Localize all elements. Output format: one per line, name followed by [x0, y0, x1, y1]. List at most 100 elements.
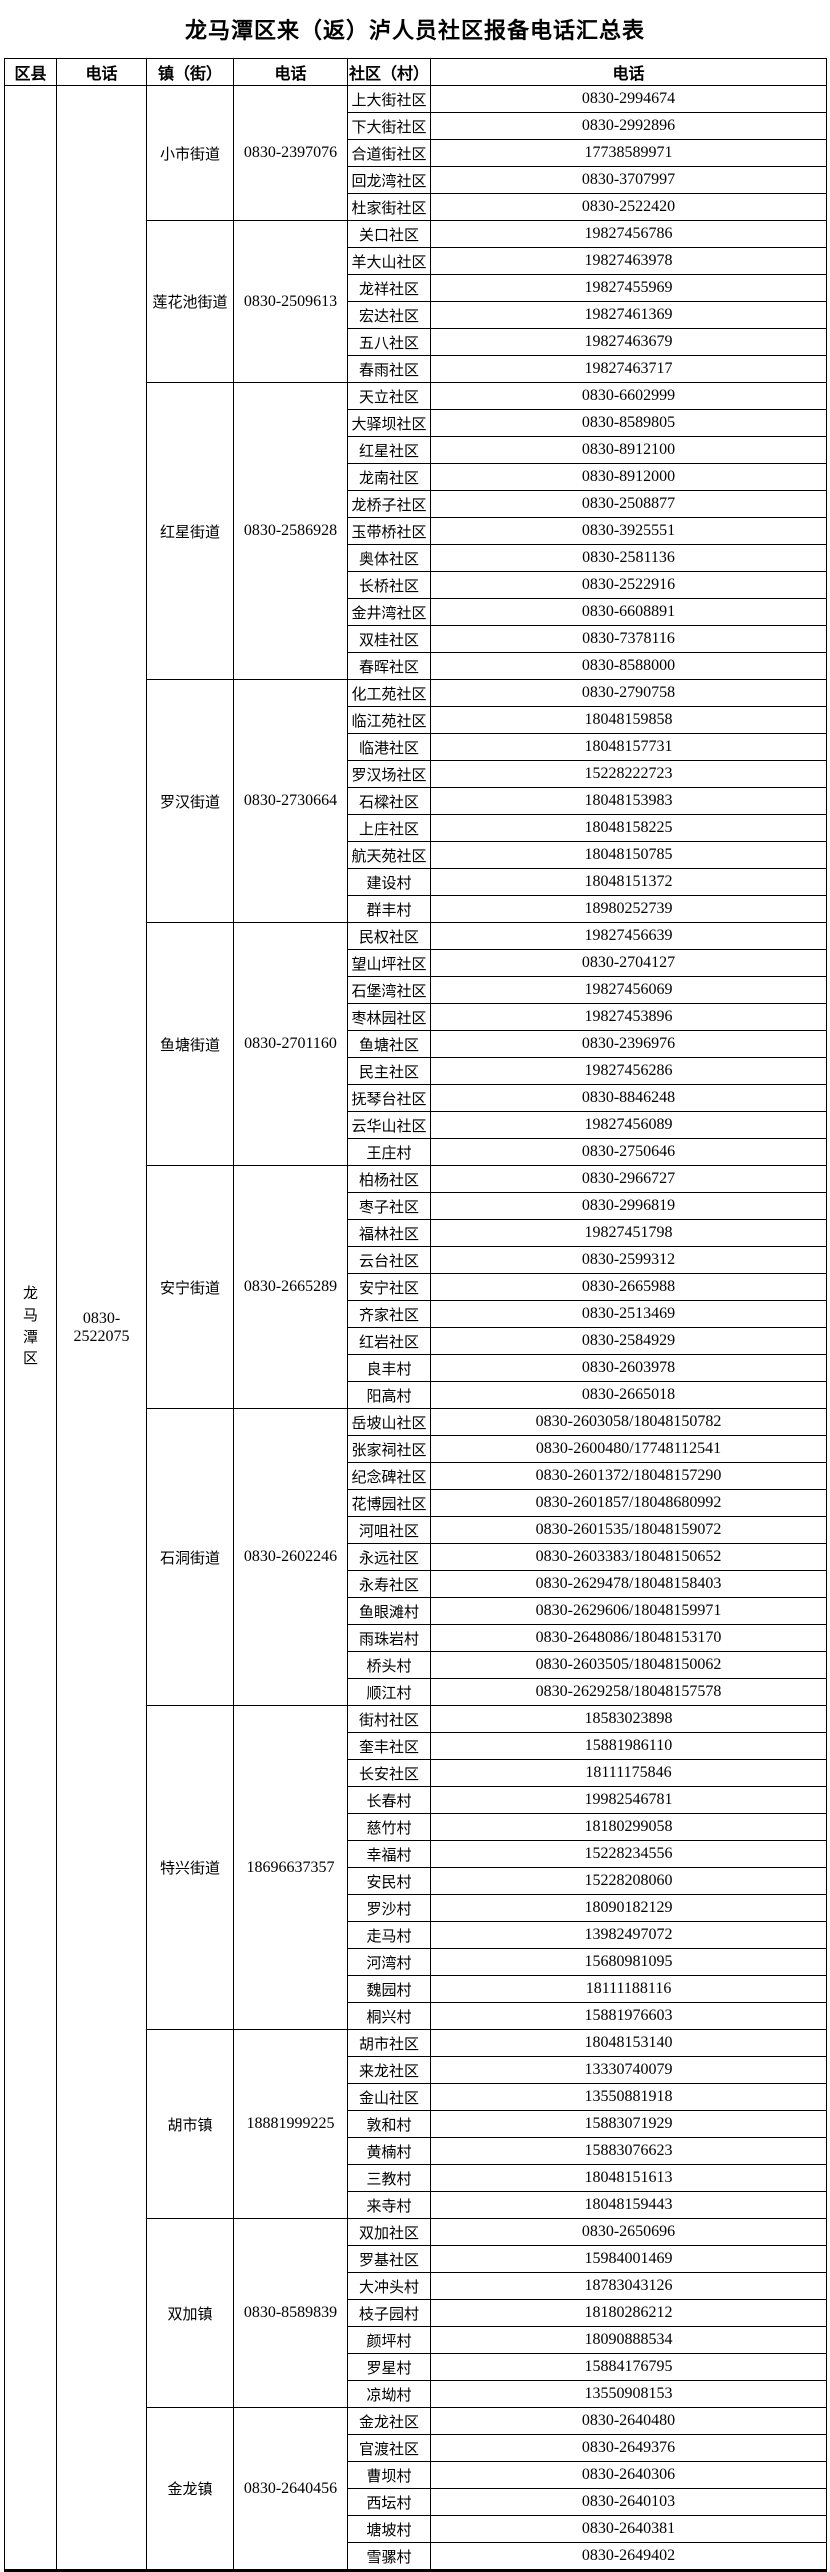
- community-phone-cell: 18090182129: [430, 1894, 827, 1922]
- table-row: 鱼眼滩村 0830-2629606/18048159971: [5, 1597, 827, 1625]
- table-row: 敦和村 15883071929: [5, 2110, 827, 2138]
- community-cell: 化工苑社区: [347, 679, 431, 707]
- table-row: 建设村 18048151372: [5, 868, 827, 896]
- community-cell: 安宁社区: [347, 1273, 431, 1301]
- town-phone-cell: 0830-2602246: [233, 1408, 348, 1706]
- community-phone-cell: 18048157731: [430, 733, 827, 761]
- community-phone-cell: 0830-8912000: [430, 463, 827, 491]
- table-row: 龙祥社区 19827455969: [5, 274, 827, 302]
- community-cell: 民主社区: [347, 1057, 431, 1085]
- table-row: 云华山社区 19827456089: [5, 1111, 827, 1139]
- community-cell: 塘坡村: [347, 2515, 431, 2543]
- town-cell: 特兴街道: [146, 1705, 234, 2030]
- community-phone-cell: 18048151613: [430, 2164, 827, 2192]
- community-phone-cell: 0830-2750646: [430, 1138, 827, 1166]
- community-phone-cell: 0830-2603978: [430, 1354, 827, 1382]
- community-cell: 胡市社区: [347, 2029, 431, 2057]
- community-cell: 鱼眼滩村: [347, 1597, 431, 1625]
- table-row: 齐家社区 0830-2513469: [5, 1300, 827, 1328]
- town-cell: 红星街道: [146, 382, 234, 680]
- community-cell: 三教村: [347, 2164, 431, 2192]
- table-row: 大驿坝社区 0830-8589805: [5, 409, 827, 437]
- community-cell: 天立社区: [347, 382, 431, 410]
- community-phone-cell: 0830-2601857/18048680992: [430, 1489, 827, 1517]
- community-cell: 来龙社区: [347, 2056, 431, 2084]
- community-cell: 街村社区: [347, 1705, 431, 1733]
- community-cell: 双加社区: [347, 2218, 431, 2246]
- community-phone-cell: 15883076623: [430, 2137, 827, 2165]
- district-cell: 龙马潭区: [4, 85, 57, 2571]
- community-cell: 龙南社区: [347, 463, 431, 491]
- town-cell: 鱼塘街道: [146, 922, 234, 1166]
- community-phone-cell: 0830-2665988: [430, 1273, 827, 1301]
- community-phone-cell: 18980252739: [430, 895, 827, 923]
- community-phone-cell: 0830-2992896: [430, 112, 827, 140]
- community-phone-cell: 17738589971: [430, 139, 827, 167]
- community-cell: 良丰村: [347, 1354, 431, 1382]
- town-cell: 石洞街道: [146, 1408, 234, 1706]
- page-title: 龙马潭区来（返）泸人员社区报备电话汇总表: [184, 18, 645, 43]
- community-cell: 慈竹村: [347, 1813, 431, 1841]
- community-cell: 长桥社区: [347, 571, 431, 599]
- community-phone-cell: 0830-2522420: [430, 193, 827, 221]
- community-cell: 群丰村: [347, 895, 431, 923]
- community-cell: 罗基社区: [347, 2245, 431, 2273]
- community-phone-cell: 19827463978: [430, 247, 827, 275]
- community-cell: 枣子社区: [347, 1192, 431, 1220]
- table-row: 颜坪村 18090888534: [5, 2326, 827, 2354]
- community-cell: 走马村: [347, 1921, 431, 1949]
- community-cell: 宏达社区: [347, 301, 431, 329]
- community-phone-cell: 0830-8846248: [430, 1084, 827, 1112]
- table-row: 胡市镇 18881999225 胡市社区 18048153140: [5, 2029, 827, 2219]
- community-phone-cell: 0830-8912100: [430, 436, 827, 464]
- table-row: 王庄村 0830-2750646: [5, 1138, 827, 1166]
- community-phone-cell: 0830-8589805: [430, 409, 827, 437]
- community-cell: 红岩社区: [347, 1327, 431, 1355]
- table-row: 阳高村 0830-2665018: [5, 1381, 827, 1409]
- community-phone-cell: 0830-2649376: [430, 2434, 827, 2462]
- community-phone-cell: 0830-2396976: [430, 1030, 827, 1058]
- community-phone-cell: 0830-6602999: [430, 382, 827, 410]
- community-phone-cell: 0830-2640381: [430, 2515, 827, 2543]
- community-cell: 雪骡村: [347, 2542, 431, 2571]
- community-phone-cell: 0830-2996819: [430, 1192, 827, 1220]
- community-cell: 敦和村: [347, 2110, 431, 2138]
- community-cell: 关口社区: [347, 220, 431, 248]
- community-cell: 航天苑社区: [347, 841, 431, 869]
- column-header: 镇（街）: [146, 58, 234, 86]
- town-cell: 金龙镇: [146, 2407, 234, 2571]
- column-header: 社区（村）: [347, 58, 431, 86]
- table-row: 罗汉街道 0830-2730664 化工苑社区 0830-2790758: [5, 679, 827, 923]
- table-row: 三教村 18048151613: [5, 2164, 827, 2192]
- community-cell: 合道街社区: [347, 139, 431, 167]
- community-cell: 永寿社区: [347, 1570, 431, 1598]
- community-cell: 凉坳村: [347, 2380, 431, 2408]
- table-row: 龙南社区 0830-8912000: [5, 463, 827, 491]
- table-row: 花博园社区 0830-2601857/18048680992: [5, 1489, 827, 1517]
- community-cell: 岳坡山社区: [347, 1408, 431, 1436]
- table-row: 合道街社区 17738589971: [5, 139, 827, 167]
- community-phone-cell: 19827456286: [430, 1057, 827, 1085]
- community-cell: 大驿坝社区: [347, 409, 431, 437]
- town-phone-cell: 0830-2730664: [233, 679, 348, 923]
- community-phone-cell: 18048159858: [430, 706, 827, 734]
- community-phone-cell: 18111188116: [430, 1975, 827, 2003]
- community-phone-cell: 19827463679: [430, 328, 827, 356]
- community-phone-cell: 0830-7378116: [430, 625, 827, 653]
- community-phone-cell: 0830-2648086/18048153170: [430, 1624, 827, 1652]
- community-cell: 云华山社区: [347, 1111, 431, 1139]
- table-row: 石洞街道 0830-2602246 岳坡山社区 0830-2603058/180481…: [5, 1408, 827, 1706]
- community-phone-cell: 0830-2966727: [430, 1165, 827, 1193]
- table-header: 区县 电话 镇（街） 电话 社区（村） 电话: [4, 58, 827, 86]
- community-cell: 民权社区: [347, 922, 431, 950]
- column-header: 电话: [233, 58, 348, 86]
- community-phone-cell: 15883071929: [430, 2110, 827, 2138]
- community-cell: 双桂社区: [347, 625, 431, 653]
- community-cell: 五八社区: [347, 328, 431, 356]
- community-cell: 回龙湾社区: [347, 166, 431, 194]
- table-row: 官渡社区 0830-2649376: [5, 2434, 827, 2462]
- table-row: 福林社区 19827451798: [5, 1219, 827, 1247]
- community-cell: 纪念碑社区: [347, 1462, 431, 1490]
- table-row: 云台社区 0830-2599312: [5, 1246, 827, 1274]
